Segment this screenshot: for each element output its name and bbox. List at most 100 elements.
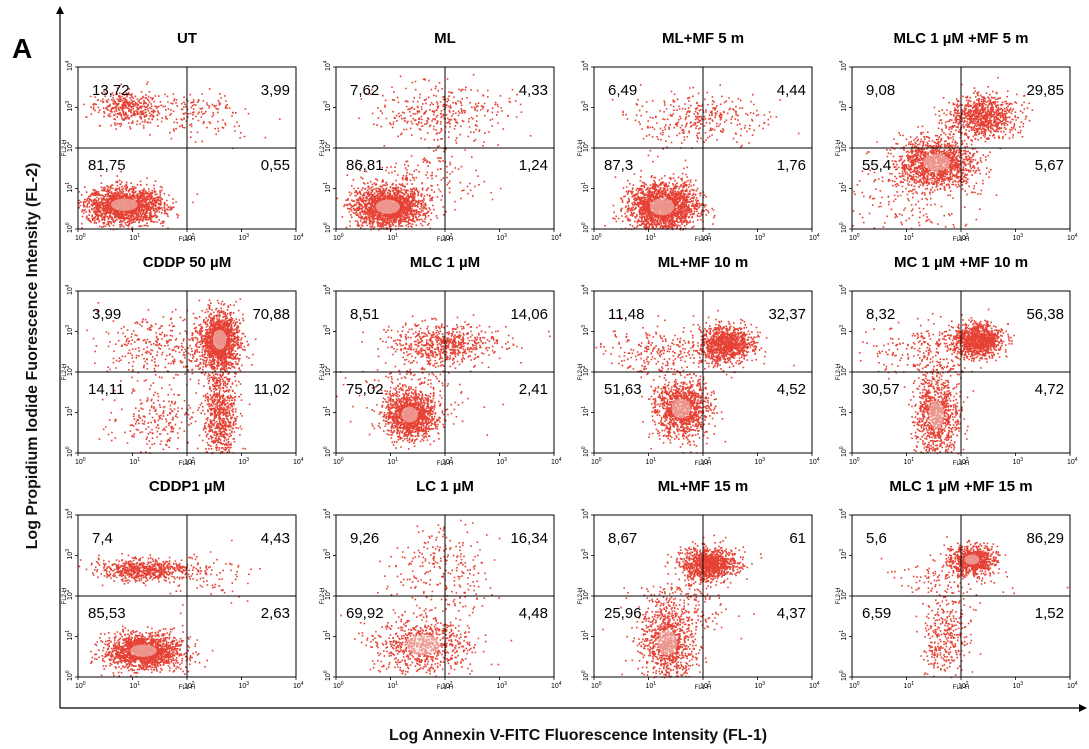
y-tick-label: 102	[839, 141, 848, 152]
x-tick-label: 101	[904, 457, 915, 466]
quadrant-value-lower-left: 87,3	[604, 157, 633, 174]
x-tick-label: 101	[904, 681, 915, 690]
y-axis-label: FL2-H	[836, 364, 842, 381]
y-tick-label: 101	[65, 182, 74, 193]
y-axis-label: FL2-H	[62, 588, 68, 605]
panel-title: ML	[434, 30, 456, 47]
y-tick-label: 100	[581, 446, 590, 457]
x-tick-label: 100	[333, 681, 344, 690]
density-core	[212, 329, 227, 350]
y-tick-label: 101	[323, 182, 332, 193]
scatter-points	[336, 314, 551, 450]
density-core	[110, 198, 138, 211]
scatter-points	[78, 81, 281, 231]
y-tick-label: 100	[323, 222, 332, 233]
y-tick-label: 101	[581, 630, 590, 641]
x-tick-label: 103	[1013, 681, 1024, 690]
quadrant-value-upper-left: 6,49	[608, 82, 637, 99]
x-tick-label: 102	[184, 457, 195, 466]
y-tick-label: 102	[65, 365, 74, 376]
y-tick-label: 100	[65, 446, 74, 457]
quadrant-value-lower-right: 5,67	[1035, 157, 1064, 174]
y-axis-label: FL2-H	[62, 140, 68, 157]
x-tick-label: 100	[75, 233, 86, 242]
panel-title: ML+MF 15 m	[658, 478, 748, 495]
y-tick-label: 104	[65, 508, 74, 519]
y-axis-title: Log Propidium Iodide Fuorescence Intensi…	[24, 163, 41, 550]
y-tick-label: 103	[581, 325, 590, 336]
y-tick-label: 104	[581, 508, 590, 519]
density-core	[375, 199, 400, 214]
x-tick-label: 104	[293, 681, 304, 690]
quadrant-value-lower-left: 6,59	[862, 605, 891, 622]
x-tick-label: 104	[809, 681, 820, 690]
y-tick-label: 101	[65, 630, 74, 641]
y-axis-label: FL2-H	[578, 140, 584, 157]
quadrant-value-lower-left: 25,96	[604, 605, 642, 622]
scatter-points	[78, 539, 261, 678]
x-tick-label: 100	[849, 233, 860, 242]
y-axis-label: FL2-H	[578, 364, 584, 381]
density-core	[406, 634, 441, 655]
y-tick-label: 103	[65, 549, 74, 560]
quadrant-value-upper-right: 70,88	[252, 306, 290, 323]
panel-title: LC 1 µM	[416, 478, 474, 495]
scatter-points	[858, 308, 1015, 455]
x-tick-label: 101	[646, 233, 657, 242]
quadrant-value-lower-left: 55,4	[862, 157, 891, 174]
x-tick-label: 103	[1013, 233, 1024, 242]
y-tick-label: 101	[839, 630, 848, 641]
x-tick-label: 100	[849, 457, 860, 466]
y-tick-label: 101	[581, 406, 590, 417]
y-tick-label: 100	[839, 222, 848, 233]
x-axis-label: FL1-H	[179, 685, 196, 691]
quadrant-value-lower-right: 0,55	[261, 157, 290, 174]
x-axis-title: Log Annexin V-FITC Fluorescence Intensit…	[389, 727, 767, 744]
y-tick-label: 103	[839, 101, 848, 112]
y-tick-label: 103	[839, 325, 848, 336]
x-tick-label: 102	[184, 233, 195, 242]
y-tick-label: 104	[65, 284, 74, 295]
x-tick-label: 101	[646, 457, 657, 466]
y-axis-label: FL2-H	[320, 364, 326, 381]
x-tick-label: 101	[388, 233, 399, 242]
density-core	[928, 400, 945, 429]
x-tick-label: 103	[239, 681, 250, 690]
outer-y-axis-arrow	[56, 6, 64, 14]
x-tick-label: 102	[184, 681, 195, 690]
quadrant-value-lower-left: 14,11	[88, 381, 124, 398]
x-tick-label: 103	[497, 233, 508, 242]
quadrant-value-lower-right: 4,37	[777, 605, 806, 622]
quadrant-value-lower-right: 1,24	[519, 157, 548, 174]
y-tick-label: 102	[581, 589, 590, 600]
x-tick-label: 101	[904, 233, 915, 242]
x-axis-label: FL1-H	[695, 237, 712, 243]
density-core	[671, 398, 691, 419]
quadrant-value-lower-left: 30,57	[862, 381, 900, 398]
x-tick-label: 104	[551, 457, 562, 466]
y-tick-label: 103	[323, 101, 332, 112]
quadrant-value-lower-left: 69,92	[346, 605, 384, 622]
panel-title: ML+MF 10 m	[658, 254, 748, 271]
y-tick-label: 102	[839, 365, 848, 376]
x-tick-label: 100	[333, 457, 344, 466]
y-tick-label: 104	[323, 508, 332, 519]
x-tick-label: 100	[333, 233, 344, 242]
x-tick-label: 104	[293, 233, 304, 242]
panel-title: ML+MF 5 m	[662, 30, 744, 47]
y-tick-label: 100	[65, 222, 74, 233]
density-core	[964, 554, 980, 565]
x-tick-label: 102	[700, 233, 711, 242]
y-axis-label: FL2-H	[836, 140, 842, 157]
panel-title: MLC 1 µM +MF 5 m	[894, 30, 1029, 47]
y-tick-label: 104	[839, 508, 848, 519]
quadrant-value-upper-right: 14,06	[510, 306, 548, 323]
quadrant-value-lower-right: 1,52	[1035, 605, 1064, 622]
panel-grid: UT100100101101102102103103104104FL1-HFL2…	[62, 30, 1078, 691]
